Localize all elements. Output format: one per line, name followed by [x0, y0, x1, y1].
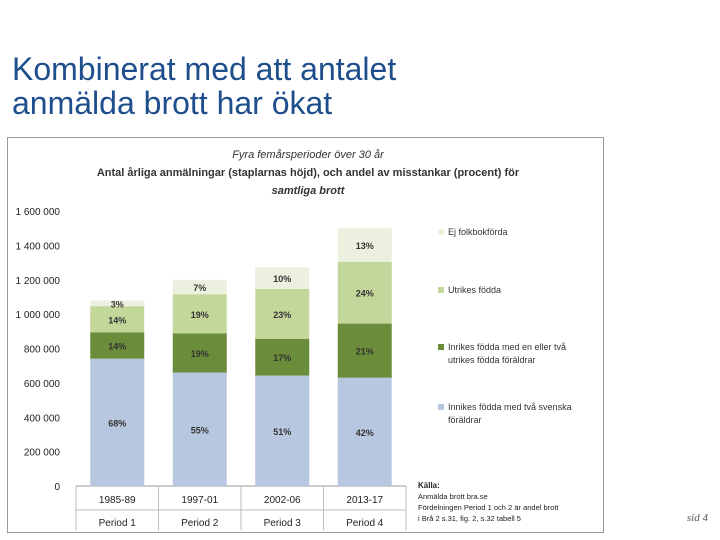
y-tick-label: 600 000	[24, 379, 61, 390]
y-tick-label: 1 400 000	[16, 241, 61, 252]
bar-data-label: 68%	[108, 418, 126, 428]
period-label: Period 2	[181, 518, 219, 529]
chart-title-line-3: samtliga brott	[272, 185, 346, 197]
bar-segment	[172, 333, 227, 373]
y-tick-label: 0	[54, 482, 60, 493]
source-line: Fördelningen Period 1 och 2 är andel bro…	[418, 503, 559, 512]
bar-segment	[255, 338, 310, 376]
bar-data-label: 3%	[111, 299, 124, 309]
slide-title-line-2: anmälda brott har ökat	[12, 85, 333, 121]
bar-data-label: 17%	[273, 353, 291, 363]
legend-label-line-2: föräldrar	[448, 415, 482, 425]
period-label: Period 4	[346, 518, 384, 529]
chart-title-line-1: Fyra femårsperioder över 30 år	[232, 149, 385, 161]
bar-segment	[337, 228, 392, 262]
source-line: i Brå 2 s.31, fig. 2, s.32 tabell 5	[418, 514, 521, 523]
legend-label-line-2: utrikes födda föräldrar	[448, 355, 536, 365]
chart-frame: Fyra femårsperioder över 30 år Antal årli…	[7, 137, 604, 533]
period-label: Period 1	[99, 518, 137, 529]
bar-data-label: 19%	[191, 310, 209, 320]
y-tick-label: 400 000	[24, 413, 61, 424]
bar-segment	[337, 377, 392, 486]
y-tick-label: 1 000 000	[16, 310, 61, 321]
bar-segment	[90, 300, 145, 307]
y-tick-label: 1 600 000	[16, 207, 61, 218]
bar-segment	[172, 372, 227, 486]
source-heading: Källa:	[418, 481, 440, 490]
slide-title: Kombinerat med att antalet anmälda brott…	[12, 52, 612, 120]
bar-data-label: 51%	[273, 427, 291, 437]
bar-segment	[172, 279, 227, 295]
y-tick-label: 200 000	[24, 448, 61, 459]
bar-data-label: 55%	[191, 425, 209, 435]
y-tick-label: 800 000	[24, 345, 61, 356]
bar-segment	[337, 323, 392, 378]
legend-swatch	[438, 229, 444, 235]
source-line: Anmälda brott bra.se	[418, 492, 488, 501]
bar-segment	[255, 288, 310, 339]
legend-swatch	[438, 404, 444, 410]
bar-data-label: 23%	[273, 310, 291, 320]
x-tick-label: 1997-01	[181, 495, 218, 506]
x-tick-label: 1985-89	[99, 495, 136, 506]
legend-label: Utrikes födda	[448, 285, 501, 295]
bar-data-label: 19%	[191, 349, 209, 359]
bar-data-label: 42%	[356, 428, 374, 438]
page-number: sid 4	[686, 512, 708, 524]
bar-segment	[337, 261, 392, 324]
legend-swatch	[438, 287, 444, 293]
bar-segment	[255, 375, 310, 486]
y-tick-label: 1 200 000	[16, 276, 61, 287]
chart-title-line-2: Antal årliga anmälningar (staplarnas höj…	[97, 167, 520, 179]
bar-segment	[255, 267, 310, 289]
legend-swatch	[438, 344, 444, 350]
bar-segment	[172, 294, 227, 334]
x-tick-label: 2002-06	[264, 495, 301, 506]
bar-data-label: 7%	[193, 283, 206, 293]
bar-segment	[90, 358, 145, 486]
legend-label: Inrikes födda med en eller två	[448, 342, 566, 352]
legend-label: Ej folkbokförda	[448, 227, 508, 237]
bar-data-label: 14%	[108, 315, 126, 325]
legend-label: Innikes födda med två svenska	[448, 402, 572, 412]
slide-title-line-1: Kombinerat med att antalet	[12, 51, 397, 87]
bar-data-label: 10%	[273, 274, 291, 284]
bar-data-label: 13%	[356, 241, 374, 251]
bar-segment	[90, 332, 145, 359]
bar-data-label: 24%	[356, 289, 374, 299]
x-tick-label: 2013-17	[346, 495, 383, 506]
bar-segment	[90, 306, 145, 333]
bar-data-label: 21%	[356, 347, 374, 357]
bar-data-label: 14%	[108, 341, 126, 351]
stacked-bar-chart: Fyra femårsperioder över 30 år Antal årli…	[16, 149, 572, 530]
period-label: Period 3	[264, 518, 302, 529]
